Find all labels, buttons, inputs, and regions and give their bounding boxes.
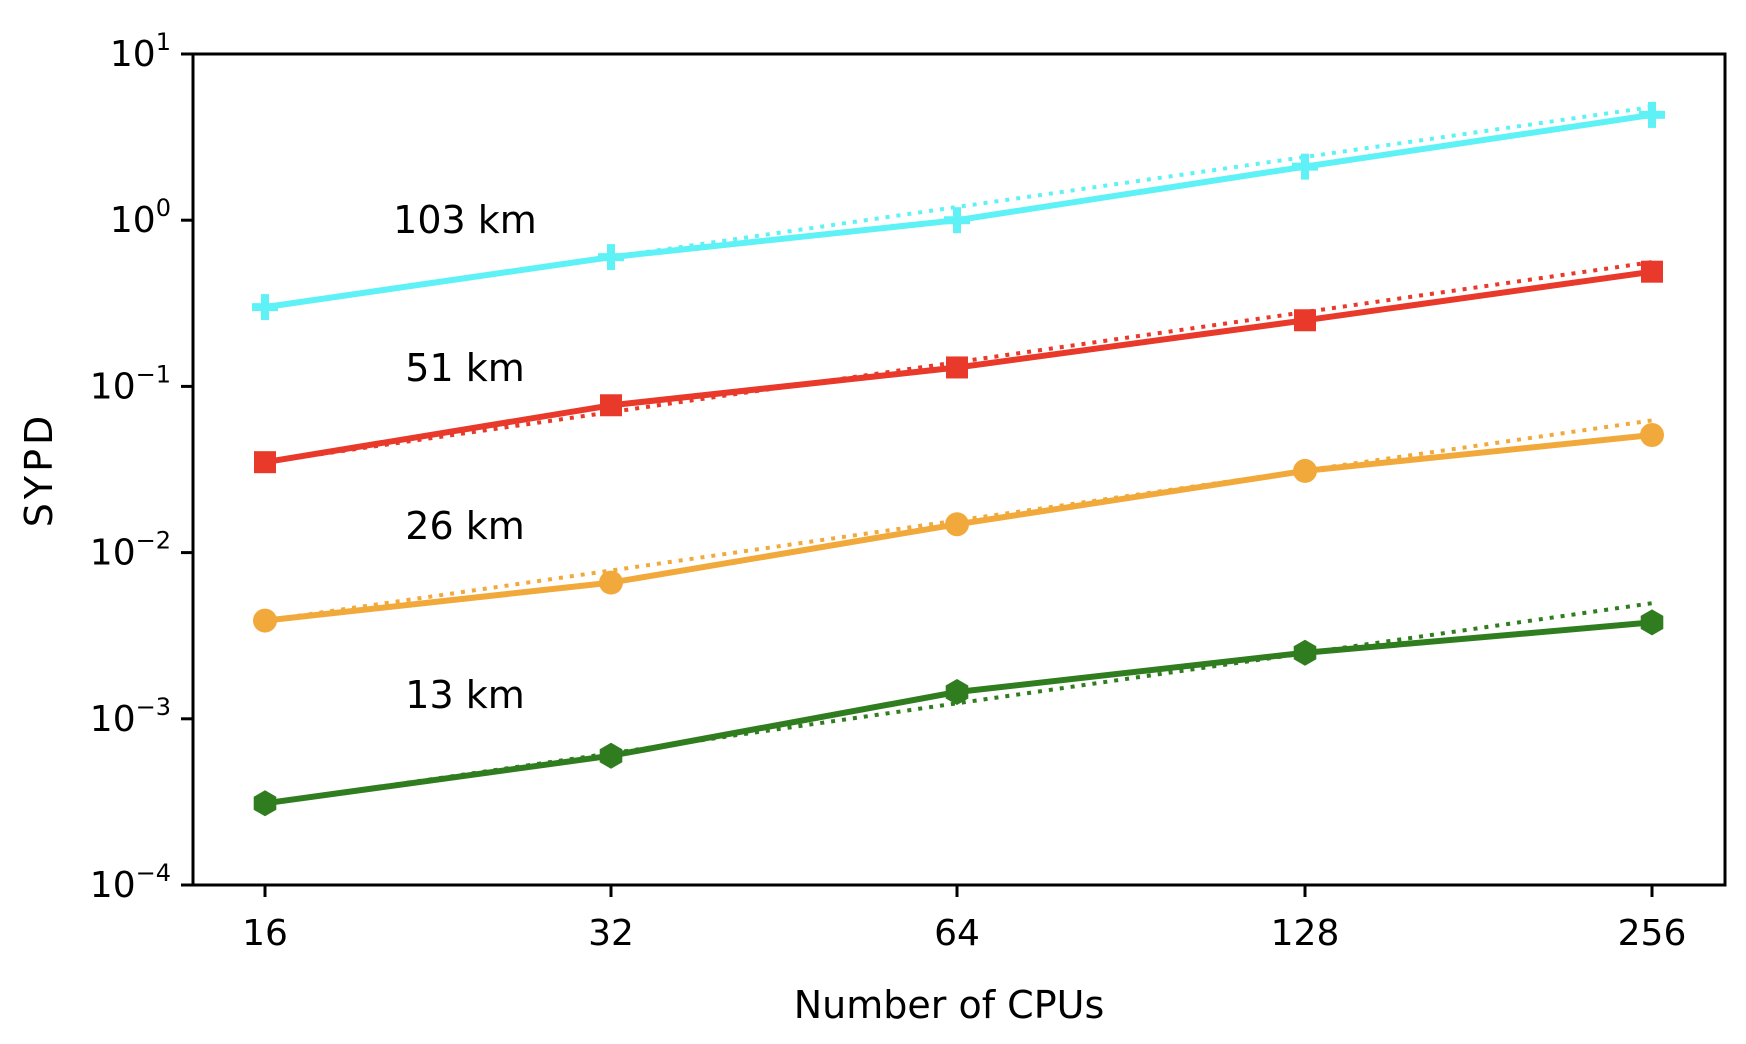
axes: 16 32 64 128 256 101 100 10−1 10−2 10−3 10−4 Number… [17,28,1727,1027]
ideal-scaling-line [264,260,1653,465]
plot-frame [191,52,1727,887]
data-point-circle [253,608,277,633]
y-tick-label: 10−3 [90,693,171,740]
data-point-square [254,451,276,474]
series-3 [253,418,1664,633]
data-point-circle [599,570,623,595]
data-point-hexagon [599,742,623,769]
data-point-circle [1293,458,1317,483]
data-point-plus [944,207,970,234]
data-point-plus [1292,153,1318,180]
data-point-hexagon [253,790,277,817]
data-point-plus [252,294,278,321]
data-point-circle [945,512,969,537]
series-label: 103 km [393,198,537,242]
y-tick-label: 101 [110,28,171,75]
data-point-plus [1639,101,1665,128]
series-layer [252,101,1665,817]
data-point-hexagon [945,679,969,705]
series-2 [254,260,1663,474]
data-point-square [600,394,622,417]
series-label: 13 km [405,673,524,717]
data-point-plus [598,244,624,271]
y-tick-label: 100 [110,194,171,241]
x-tick-label: 256 [1618,913,1687,954]
ideal-scaling-line [264,418,1653,623]
series-4 [253,601,1664,817]
series-label: 26 km [405,504,524,548]
data-point-hexagon [1293,639,1317,666]
data-point-square [1294,309,1316,332]
data-point-circle [1640,423,1664,448]
labels-layer: 103 km 51 km 26 km 13 km [393,198,537,717]
y-tick-label: 10−2 [90,527,171,574]
x-tick-label: 64 [934,913,980,954]
data-point-square [946,356,968,379]
x-tick-label: 32 [588,913,634,954]
series-1 [252,101,1665,321]
series-label: 51 km [405,346,524,390]
x-tick-label: 16 [242,913,288,954]
y-axis-label: SYPD [17,412,61,528]
y-tick-label: 10−4 [90,859,171,906]
data-point-hexagon [1640,609,1664,636]
data-point-square [1641,260,1663,283]
y-tick-label: 10−1 [90,360,171,407]
x-tick-label: 128 [1271,913,1340,954]
x-axis-label: Number of CPUs [794,983,1105,1027]
